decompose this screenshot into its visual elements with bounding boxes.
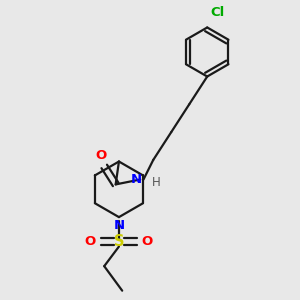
Text: O: O (95, 148, 106, 161)
Text: N: N (131, 173, 142, 186)
Text: N: N (113, 219, 124, 232)
Text: S: S (114, 234, 124, 249)
Text: O: O (142, 235, 153, 248)
Text: Cl: Cl (211, 6, 225, 19)
Text: H: H (152, 176, 160, 189)
Text: O: O (85, 235, 96, 248)
